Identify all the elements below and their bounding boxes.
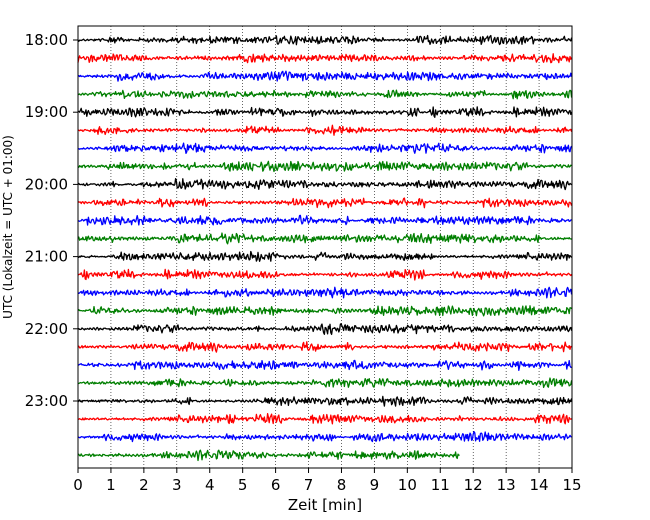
- seismogram-trace: [77, 142, 573, 155]
- y-axis-label: UTC (Lokalzeit = UTC + 01:00): [1, 135, 15, 319]
- seismogram-trace: [77, 53, 573, 64]
- seismogram-trace: [77, 34, 573, 46]
- trace-group: [77, 34, 573, 462]
- seismogram-trace: [77, 323, 573, 336]
- x-tick-label: 3: [172, 476, 182, 494]
- seismogram-trace: [77, 449, 460, 462]
- x-tick-label: 14: [530, 476, 549, 494]
- x-tick-label: 10: [398, 476, 417, 494]
- seismogram-trace: [77, 377, 573, 389]
- x-tick-label: 15: [562, 476, 581, 494]
- seismogram-trace: [77, 431, 572, 443]
- seismogram-trace: [77, 305, 573, 317]
- seismogram-trace: [77, 286, 573, 299]
- x-tick-label: 11: [431, 476, 450, 494]
- seismogram-trace: [77, 124, 573, 136]
- y-tick-label: 20:00: [25, 175, 68, 193]
- seismogram-trace: [77, 359, 572, 371]
- x-tick-label: 1: [106, 476, 116, 494]
- x-tick-label: 9: [370, 476, 380, 494]
- seismogram-trace: [77, 197, 573, 209]
- seismogram-trace: [77, 177, 573, 191]
- x-tick-label: 0: [73, 476, 83, 494]
- seismogram-trace: [77, 341, 573, 353]
- seismogram-trace: [77, 232, 572, 245]
- x-tick-label: 2: [139, 476, 149, 494]
- seismogram-trace: [77, 268, 573, 281]
- x-tick-label: 8: [337, 476, 347, 494]
- x-tick-label: 13: [497, 476, 516, 494]
- seismogram-trace: [77, 70, 573, 82]
- x-axis-label: Zeit [min]: [288, 496, 362, 514]
- y-tick-label: 23:00: [25, 392, 68, 410]
- seismogram-trace: [77, 160, 572, 173]
- y-tick-label: 22:00: [25, 320, 68, 338]
- seismogram-trace: [77, 214, 572, 226]
- x-tick-label: 6: [271, 476, 281, 494]
- x-tick-label: 7: [304, 476, 314, 494]
- y-axis-ticks: 18:00 19:00 20:00 21:00 22:00 23:00: [25, 31, 78, 410]
- x-tick-label: 4: [205, 476, 215, 494]
- seismogram-trace: [77, 395, 573, 407]
- seismogram-trace: [77, 89, 573, 100]
- y-tick-label: 21:00: [25, 248, 68, 266]
- x-tick-label: 5: [238, 476, 248, 494]
- seismogram-trace: [77, 106, 573, 118]
- y-tick-label: 19:00: [25, 103, 68, 121]
- seismogram-trace: [77, 250, 573, 262]
- x-axis-ticks: 0 1 2 3 4 5 6 7 8 9 10 11 12 13 14 15: [73, 468, 582, 494]
- seismogram-trace: [77, 412, 572, 425]
- plot-frame: [77, 25, 573, 469]
- x-tick-label: 12: [464, 476, 483, 494]
- y-tick-label: 18:00: [25, 31, 68, 49]
